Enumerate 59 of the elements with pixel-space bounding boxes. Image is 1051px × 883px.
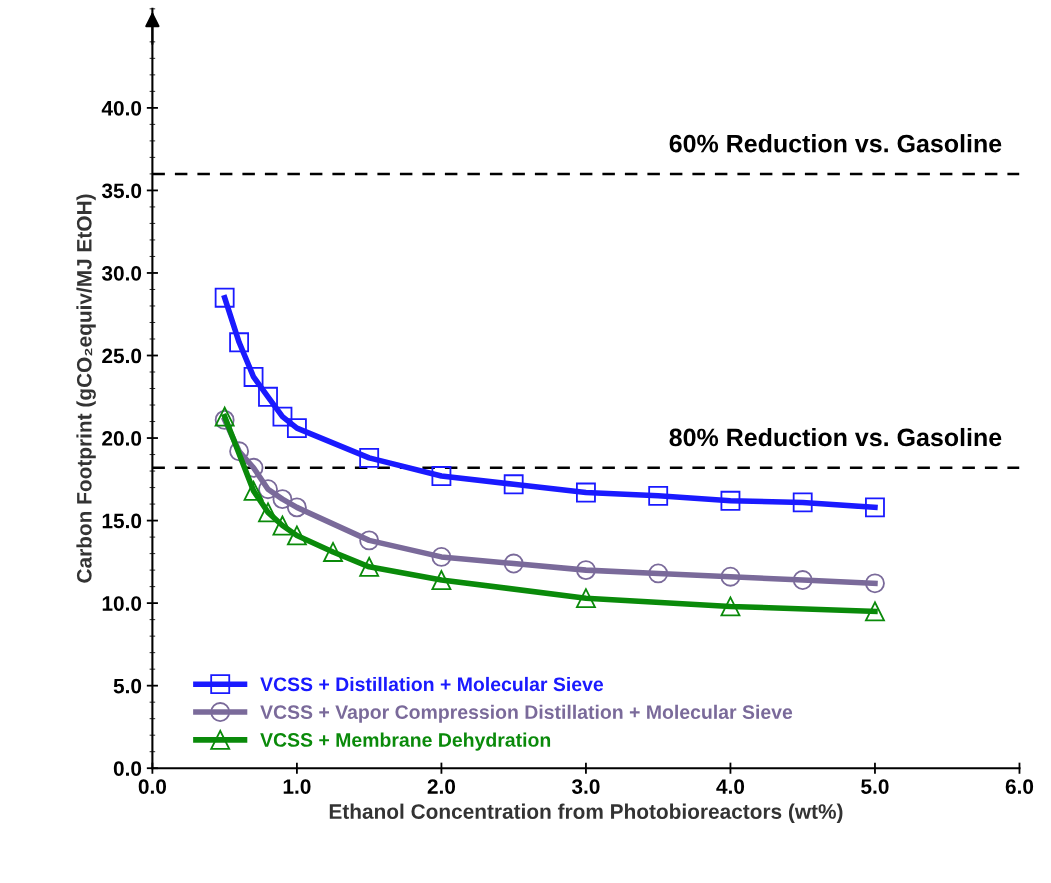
point [258, 479, 278, 500]
x-tick-label: 0.0 [138, 779, 167, 794]
point [286, 525, 307, 546]
x-axis-title: Ethanol Concentration from Photobioreactors (wt%) [329, 803, 843, 824]
point [792, 492, 813, 513]
point [359, 530, 380, 551]
point [431, 570, 452, 590]
point [575, 560, 596, 581]
point [720, 490, 741, 511]
legend-label: VCSS + Membrane Dehydration [260, 732, 551, 751]
point [575, 482, 596, 503]
x-tick-label: 5.0 [861, 779, 889, 794]
y-tick-label: 40.0 [101, 100, 142, 116]
y-tick-label: 30.0 [101, 265, 142, 281]
point [272, 515, 293, 536]
point [503, 474, 524, 495]
point [243, 367, 264, 387]
x-tick-label: 1.0 [283, 779, 311, 794]
point [229, 441, 250, 462]
y-tick-label: 25.0 [102, 348, 142, 364]
x-tick-label: 2.0 [427, 779, 456, 794]
point [323, 542, 343, 562]
y-tick-label: 0.0 [113, 761, 142, 776]
point [575, 588, 596, 609]
point [359, 447, 380, 468]
legend-label: VCSS + Distillation + Molecular Sieve [260, 676, 604, 692]
point [214, 287, 235, 308]
x-tick-label: 6.0 [1005, 779, 1034, 794]
point [272, 406, 293, 427]
y-axis-title: Carbon Footprint (gCO₂equiv/MJ EtOH) [76, 194, 96, 583]
ref-line-label: 60% Reduction vs. Gasoline [669, 134, 1002, 153]
point [648, 485, 669, 506]
point [286, 497, 307, 518]
point [865, 497, 885, 518]
y-tick-label: 20.0 [102, 431, 142, 446]
point [865, 573, 885, 594]
point [431, 546, 452, 567]
y-tick-label: 15.0 [102, 513, 142, 529]
point [503, 553, 524, 574]
x-tick-label: 3.0 [571, 779, 600, 794]
point [648, 563, 669, 584]
point [258, 502, 278, 523]
point [865, 601, 885, 622]
point [359, 556, 380, 577]
point [258, 386, 278, 407]
y-tick-label: 35.0 [101, 183, 142, 199]
x-tick-label: 4.0 [716, 779, 745, 794]
y-tick-label: 10.0 [102, 596, 142, 611]
point [243, 480, 264, 501]
y-tick-label: 5.0 [113, 678, 142, 694]
legend-label: VCSS + Vapor Compression Distillation + Molecular Sieve [260, 704, 793, 723]
point [792, 570, 813, 590]
point [229, 332, 250, 353]
ref-line-label: 80% Reduction vs. Gasoline [669, 427, 1002, 447]
point [720, 566, 741, 587]
point [720, 596, 741, 617]
point [286, 418, 307, 439]
point [431, 466, 452, 486]
point [272, 489, 293, 510]
